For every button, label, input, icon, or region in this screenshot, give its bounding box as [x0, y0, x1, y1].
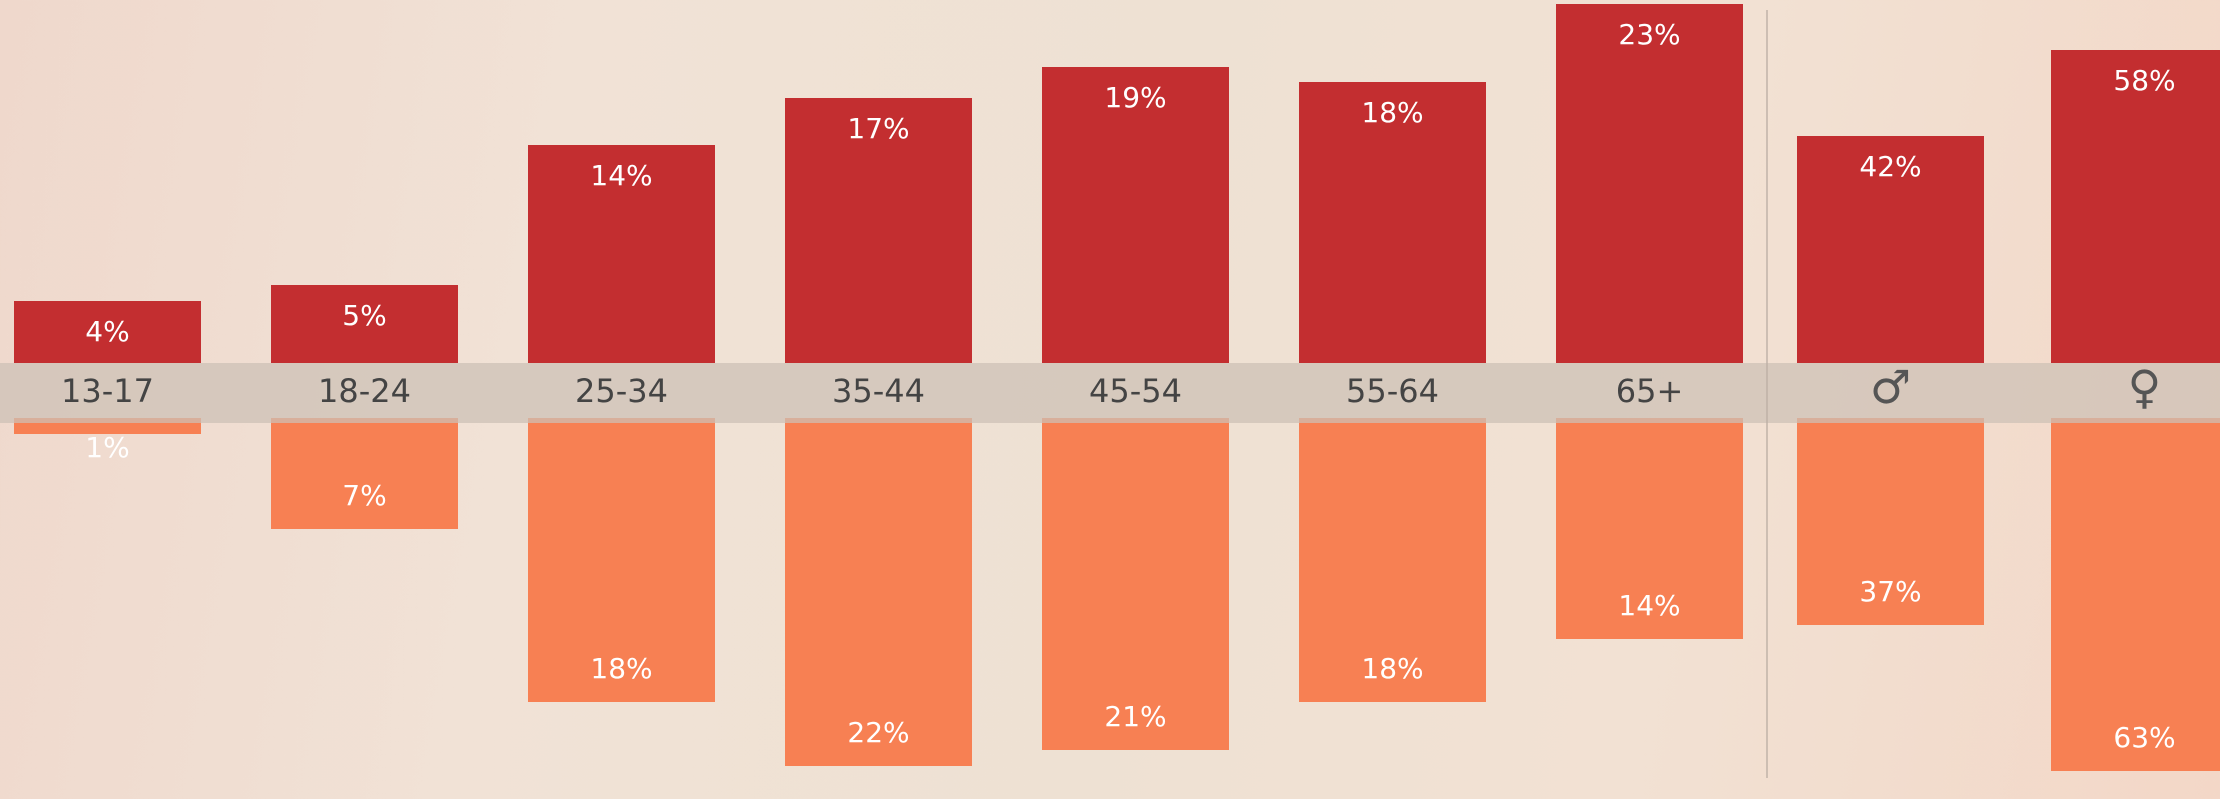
bar-down-value: 18% — [590, 652, 653, 686]
bar-up — [1299, 82, 1486, 363]
bar-up-value: 23% — [1618, 18, 1681, 52]
bar-up-value: 58% — [2113, 63, 2176, 97]
bar-up-value: 5% — [342, 299, 387, 332]
bar-up — [1556, 4, 1743, 363]
bar-up — [785, 97, 972, 363]
category-label: 55-64 — [1346, 372, 1439, 410]
category-band — [0, 363, 2220, 423]
bar-down — [528, 418, 715, 703]
category-label: 35-44 — [832, 372, 925, 410]
category-label: 65+ — [1615, 372, 1684, 410]
category-label: 13-17 — [61, 372, 154, 410]
category-label: 45-54 — [1089, 372, 1182, 410]
bar-down-value: 22% — [847, 715, 910, 749]
category-label: 18-24 — [318, 372, 411, 410]
bar-down-value: 7% — [342, 478, 387, 512]
bar-down-value: 14% — [1618, 589, 1681, 623]
bar-up-value: 14% — [590, 158, 653, 192]
bar-up — [528, 144, 715, 363]
bar-down — [1042, 418, 1229, 750]
bar-up — [14, 300, 201, 363]
bar-down — [1299, 418, 1486, 703]
bar-down — [785, 418, 972, 766]
bar-down-value: 18% — [1361, 652, 1424, 686]
bar-down-value: 37% — [1859, 575, 1922, 609]
bar-up — [2051, 49, 2220, 363]
bar-up — [271, 285, 458, 363]
bar-down-value: 21% — [1104, 699, 1167, 733]
bar-up-value: 42% — [1859, 150, 1922, 184]
category-label: ♀ — [2127, 360, 2162, 414]
age-gender-divider — [1766, 10, 1768, 778]
category-label: ♂ — [1869, 360, 1912, 414]
bar-down-value: 1% — [85, 431, 130, 464]
bar-down — [1556, 418, 1743, 640]
bar-up-value: 17% — [847, 111, 910, 145]
bar-up-value: 19% — [1104, 80, 1167, 114]
bar-down-value: 63% — [2113, 720, 2176, 754]
category-label: 25-34 — [575, 372, 668, 410]
bar-up-value: 4% — [85, 314, 130, 348]
bar-up — [1042, 66, 1229, 363]
bar-up-value: 18% — [1361, 96, 1424, 130]
bar-down — [271, 418, 458, 529]
bar-down — [1797, 418, 1984, 626]
bar-up — [1797, 136, 1984, 363]
bar-down — [2051, 418, 2220, 771]
